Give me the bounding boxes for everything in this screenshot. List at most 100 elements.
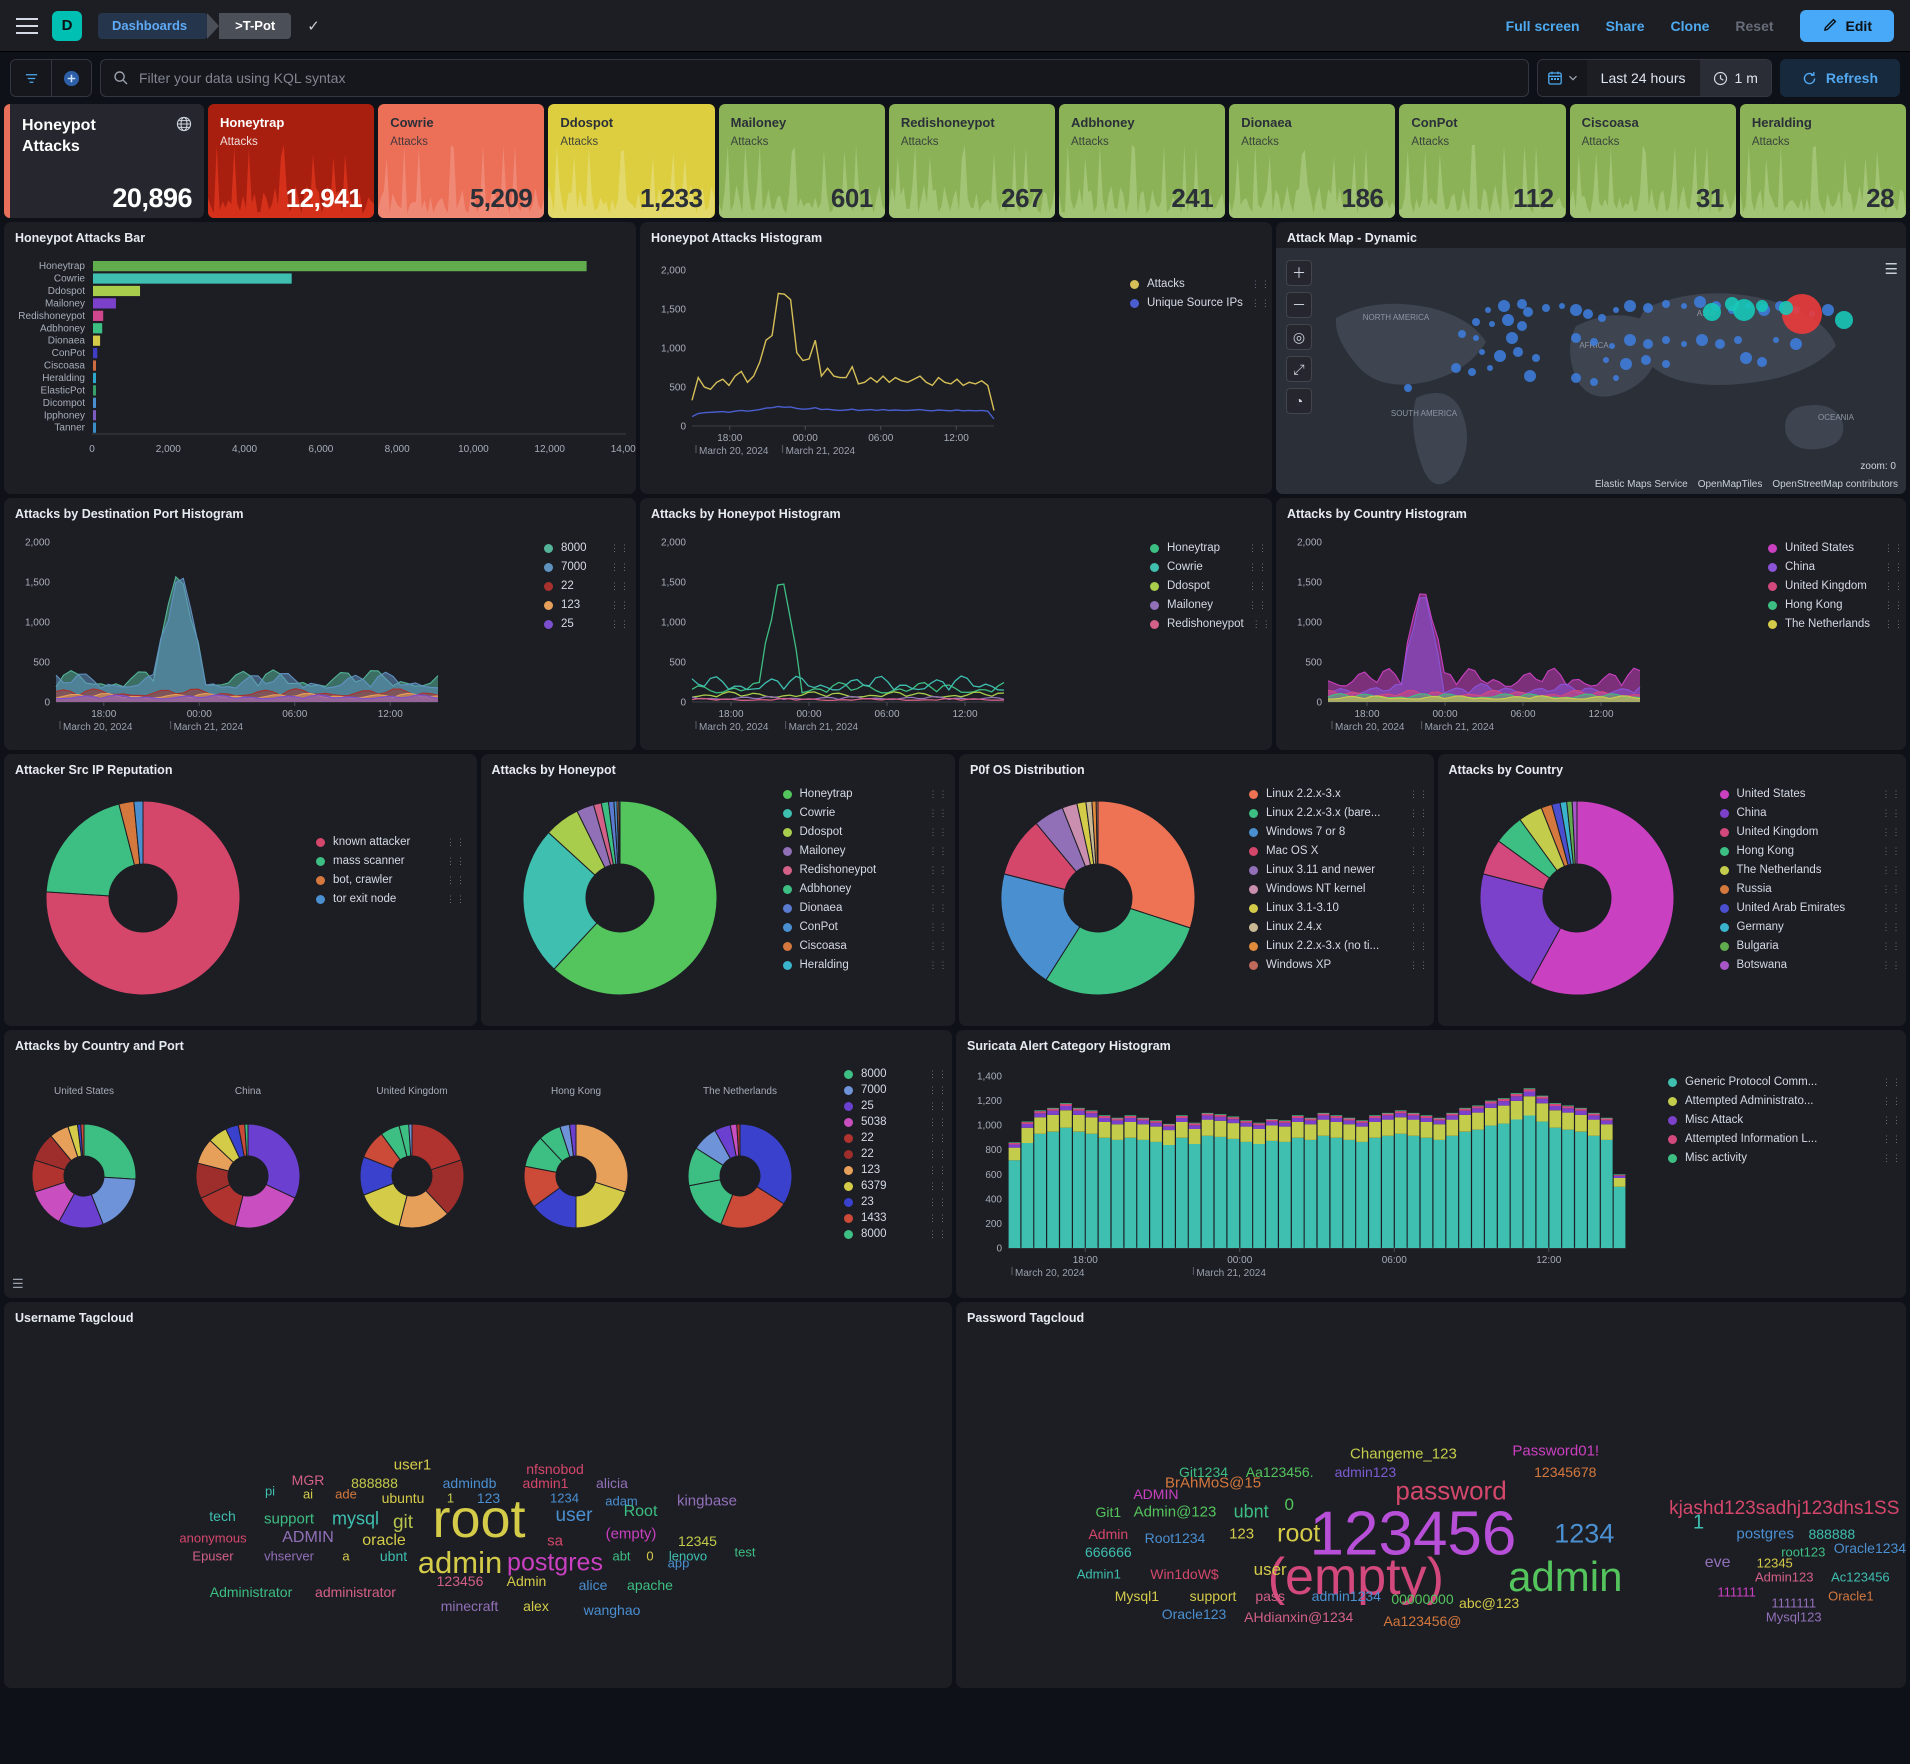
tag-cloud-word[interactable]: user (1253, 1560, 1287, 1580)
stacked-bar-segment[interactable] (1291, 1116, 1304, 1118)
stacked-bar-segment[interactable] (1446, 1113, 1459, 1116)
stacked-bar-segment[interactable] (1008, 1147, 1021, 1161)
stacked-bar-segment[interactable] (1459, 1107, 1471, 1109)
bar-row[interactable]: ConPot (52, 348, 98, 359)
tag-cloud-word[interactable]: Ac123456 (1831, 1569, 1890, 1585)
stacked-bar-segment[interactable] (1369, 1115, 1381, 1116)
stacked-bar-segment[interactable] (1253, 1144, 1265, 1248)
tag-cloud-word[interactable]: abc@123 (1459, 1594, 1520, 1611)
map-data-point[interactable] (1835, 311, 1853, 329)
legend-actions-icon[interactable]: ⋮⋮ (610, 562, 630, 572)
tag-cloud-word[interactable]: ubnt (1233, 1501, 1269, 1522)
legend-actions-icon[interactable]: ⋮⋮ (1881, 827, 1902, 837)
stacked-bar-segment[interactable] (1356, 1141, 1368, 1248)
donut-chart[interactable] (1452, 780, 1702, 1020)
tag-cloud-word[interactable]: ubuntu (381, 1489, 425, 1506)
stacked-bar-segment[interactable] (1317, 1112, 1330, 1114)
pie-slice[interactable] (234, 1183, 296, 1229)
stacked-bar-segment[interactable] (1420, 1121, 1433, 1138)
stacked-bar-segment[interactable] (1176, 1121, 1188, 1138)
stacked-bar-segment[interactable] (1008, 1142, 1021, 1145)
tag-cloud-word[interactable]: ADMIN (282, 1528, 334, 1546)
stacked-bar-segment[interactable] (1111, 1118, 1124, 1121)
map-data-point[interactable] (1703, 303, 1721, 321)
stacked-bar-segment[interactable] (1549, 1103, 1562, 1104)
map-data-point[interactable] (1451, 363, 1461, 373)
stacked-bar-segment[interactable] (1369, 1116, 1381, 1118)
stacked-bar-segment[interactable] (1021, 1124, 1034, 1128)
stacked-bar-segment[interactable] (1266, 1140, 1278, 1248)
stacked-bar-segment[interactable] (1085, 1117, 1098, 1134)
map-data-point[interactable] (1609, 343, 1615, 349)
stacked-bar-segment[interactable] (1137, 1139, 1149, 1248)
stacked-bar-segment[interactable] (1214, 1114, 1227, 1117)
legend-item[interactable]: China ⋮⋮ (1768, 561, 1904, 573)
pie-slice[interactable] (408, 1123, 413, 1157)
legend-actions-icon[interactable]: ⋮⋮ (928, 922, 949, 932)
stacked-bar-segment[interactable] (1227, 1123, 1240, 1139)
legend-actions-icon[interactable]: ⋮⋮ (1248, 581, 1268, 591)
stacked-bar-segment[interactable] (1279, 1126, 1291, 1142)
stacked-bar-segment[interactable] (1613, 1178, 1626, 1187)
legend-item[interactable]: Attacks ⋮⋮ (1130, 278, 1271, 290)
tag-cloud-word[interactable]: 1111111 (1771, 1595, 1817, 1611)
map-data-point[interactable] (1489, 321, 1495, 327)
date-picker-calendar-button[interactable] (1537, 60, 1587, 96)
stacked-bar-segment[interactable] (1227, 1119, 1240, 1124)
legend-item[interactable]: 25 ⋮⋮ (544, 618, 630, 630)
stacked-bar-segment[interactable] (1394, 1133, 1407, 1248)
stacked-bar-segment[interactable] (1291, 1118, 1304, 1122)
map-data-point[interactable] (1696, 334, 1708, 346)
legend-item[interactable]: Redishoneypot ⋮⋮ (1150, 618, 1271, 630)
map-data-point[interactable] (1523, 307, 1533, 317)
legend-item[interactable]: mass scanner ⋮⋮ (316, 855, 466, 867)
legend-item[interactable]: 1433 ⋮⋮ (844, 1212, 948, 1224)
tag-cloud-word[interactable]: minecraft (440, 1598, 499, 1615)
area-chart[interactable]: 0 500 1,000 1,500 2,000 18:00 00:00 06:00 12:00 M… (8, 524, 538, 746)
stacked-bar-segment[interactable] (1214, 1136, 1227, 1248)
stacked-bar-segment[interactable] (1459, 1108, 1471, 1111)
bar-row[interactable]: Redishoneypot (18, 310, 104, 322)
stacked-bar-segment[interactable] (1588, 1135, 1600, 1248)
stacked-bar-segment[interactable] (1253, 1129, 1265, 1144)
stacked-bar-segment[interactable] (1034, 1133, 1046, 1248)
tag-cloud-word[interactable]: abt (612, 1548, 631, 1564)
stacked-bar-segment[interactable] (1588, 1112, 1600, 1114)
metric-tile-honeytrap[interactable]: Honeytrap Attacks 12,941 (208, 104, 375, 218)
map-data-point[interactable] (1532, 354, 1540, 362)
map-zoom-out-button[interactable]: － (1286, 292, 1312, 318)
map-data-point[interactable] (1590, 338, 1598, 346)
pie-slice[interactable] (45, 803, 136, 897)
stacked-bar-segment[interactable] (1356, 1122, 1368, 1127)
legend-item[interactable]: Linux 3.1-3.10 ⋮⋮ (1249, 902, 1429, 914)
stacked-bar-segment[interactable] (1034, 1110, 1046, 1112)
stacked-bar-segment[interactable] (1124, 1115, 1137, 1116)
legend-actions-icon[interactable]: ⋮⋮ (928, 903, 949, 913)
map-data-point[interactable] (1472, 318, 1480, 326)
legend-actions-icon[interactable]: ⋮⋮ (1409, 827, 1429, 837)
legend-actions-icon[interactable]: ⋮⋮ (928, 808, 949, 818)
pie-slice[interactable] (80, 1123, 85, 1157)
stacked-bar-segment[interactable] (1600, 1120, 1613, 1125)
map-data-point[interactable] (1524, 370, 1536, 382)
tag-cloud-word[interactable]: support (263, 1510, 315, 1528)
legend-actions-icon[interactable]: ⋮⋮ (1881, 903, 1902, 913)
stacked-bar-segment[interactable] (1497, 1098, 1510, 1102)
map-data-point[interactable] (1715, 339, 1725, 349)
stacked-bar-segment[interactable] (1279, 1122, 1291, 1127)
stacked-bar-segment[interactable] (1588, 1115, 1600, 1120)
map-data-point[interactable] (1779, 301, 1793, 315)
bar-row[interactable]: Ipphoney (44, 410, 96, 421)
map-data-point[interactable] (1662, 336, 1670, 344)
reset-link[interactable]: Reset (1735, 17, 1774, 34)
tag-cloud-word[interactable]: postgres (507, 1548, 603, 1577)
stacked-bar-segment[interactable] (1073, 1114, 1085, 1132)
stacked-bar-segment[interactable] (1549, 1103, 1562, 1106)
map-data-point[interactable] (1571, 333, 1581, 343)
tag-cloud-word[interactable]: Administrator (209, 1583, 293, 1600)
stacked-bar-segment[interactable] (1485, 1100, 1497, 1102)
stacked-bar-segment[interactable] (1317, 1135, 1330, 1248)
stacked-bar-segment[interactable] (1420, 1116, 1433, 1118)
stacked-bar-segment[interactable] (1330, 1118, 1343, 1122)
stacked-bar-segment[interactable] (1588, 1113, 1600, 1116)
